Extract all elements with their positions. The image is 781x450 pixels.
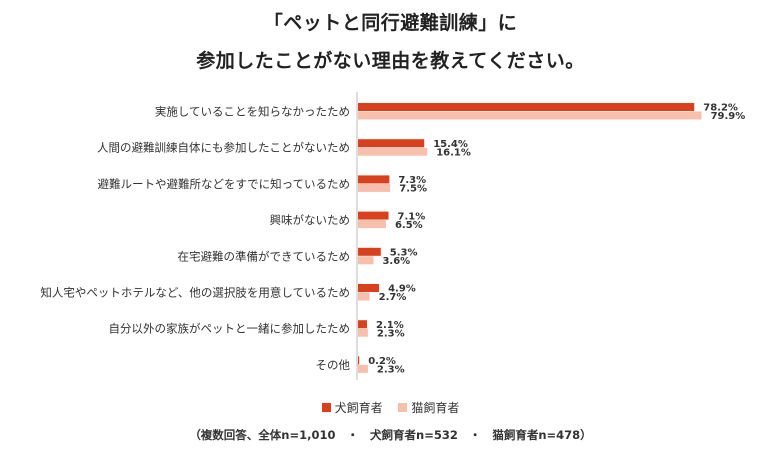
value-label-cat: 16.1% — [436, 147, 471, 158]
bar-cat — [358, 256, 374, 265]
category-label: 避難ルートや避難所などをすでに知っているため — [97, 177, 350, 191]
value-label-cat: 3.6% — [382, 256, 410, 267]
value-label-dog: 4.9% — [388, 284, 416, 295]
bar-cat — [358, 292, 370, 301]
category-label: 興味がないため — [270, 213, 351, 227]
bar-cat — [358, 147, 428, 156]
bar-dog — [358, 103, 695, 111]
legend-swatch-cat — [398, 403, 408, 412]
value-label-cat: 7.5% — [399, 184, 427, 195]
bar-dog — [358, 247, 381, 256]
value-label-cat: 6.5% — [395, 220, 423, 231]
value-label-dog: 15.4% — [433, 139, 468, 150]
category-label: 実施していることを知らなかったため — [155, 105, 350, 119]
bar-cat — [358, 220, 386, 229]
category-label: 在宅避難の準備ができているため — [178, 249, 351, 263]
value-label-dog: 2.1% — [376, 320, 404, 331]
value-label-cat: 79.9% — [711, 111, 746, 122]
sample-size-note: （複数回答、全体n=1,010 ・ 犬飼育者n=532 ・ 猫飼育者n=478） — [189, 428, 592, 442]
value-label-cat: 2.3% — [377, 365, 405, 376]
value-label-dog: 5.3% — [390, 248, 418, 259]
legend-label-dog: 犬飼育者 — [334, 401, 383, 415]
legend-swatch-dog — [321, 403, 331, 412]
chart-title-line1: 「ペットと同行避難訓練」に — [263, 12, 518, 34]
bar-cat — [358, 328, 368, 337]
legend-item-cat: 猫飼育者 — [398, 399, 459, 416]
value-label-dog: 78.2% — [703, 103, 738, 114]
bar-dog — [358, 320, 368, 329]
value-label-dog: 0.2% — [368, 356, 396, 367]
bar-dog — [358, 139, 425, 148]
bar-cat — [358, 111, 702, 120]
bar-dog — [358, 175, 390, 184]
value-label-cat: 2.7% — [379, 292, 407, 303]
value-label-dog: 7.3% — [398, 175, 426, 186]
bar-cat — [358, 364, 368, 373]
category-label: 知人宅やペットホテルなど、他の選択肢を用意しているため — [40, 286, 350, 300]
bar-cat — [358, 183, 391, 192]
category-label: 人間の避難訓練自体にも参加したことがないため — [97, 141, 350, 155]
value-label-cat: 2.3% — [377, 328, 405, 339]
bar-dog — [358, 211, 389, 220]
chart-title-line2: 参加したことがない理由を教えてください。 — [196, 50, 585, 72]
value-label-dog: 7.1% — [398, 211, 426, 222]
legend-item-dog: 犬飼育者 — [321, 399, 383, 416]
bar-dog — [358, 284, 380, 292]
legend: 犬飼育者 猫飼育者 — [0, 399, 781, 416]
category-label: その他 — [316, 358, 351, 372]
bar-dog — [358, 356, 360, 365]
legend-label-cat: 猫飼育者 — [411, 401, 460, 415]
category-label: 自分以外の家族がペットと一緒に参加したため — [109, 322, 351, 336]
